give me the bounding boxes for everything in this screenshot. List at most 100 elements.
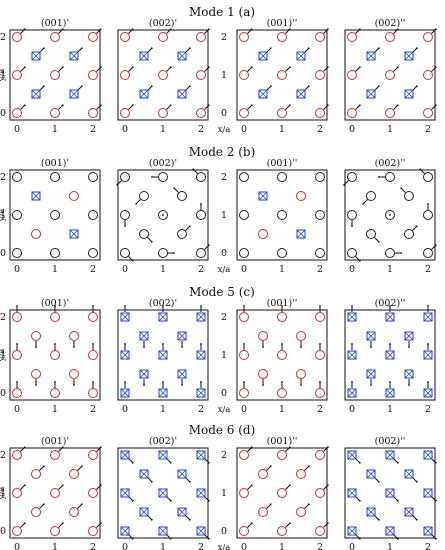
site-marker-red [50, 388, 60, 398]
x-tick-label: 1 [160, 542, 166, 550]
site-marker-red [50, 350, 60, 360]
site-marker-blue [196, 488, 206, 498]
site-marker-red [239, 350, 249, 360]
displacement-arrow [147, 237, 153, 243]
site-marker-red [423, 70, 433, 80]
arrow-head [288, 522, 291, 525]
arrow-head [281, 343, 283, 345]
x-tick-label: 0 [14, 404, 20, 415]
displacement-arrow [266, 465, 272, 471]
displacement-arrow [355, 66, 361, 72]
site-marker-blue [385, 526, 395, 536]
site-marker-black [12, 248, 22, 258]
arrow-head [351, 225, 353, 227]
arrow-head [92, 381, 94, 383]
site-marker-black [385, 210, 395, 220]
site-marker-blue [120, 526, 130, 536]
displacement-arrow [204, 28, 210, 34]
site-marker-blue [31, 89, 41, 99]
x-tick-label: 0 [241, 264, 247, 275]
displacement-arrow [20, 104, 26, 110]
displacement-arrow [247, 522, 253, 528]
displacement-arrow [362, 199, 368, 205]
site-marker-blue [347, 350, 357, 360]
displacement-arrow [323, 28, 329, 34]
displacement-arrow [204, 244, 210, 250]
arrow-head [351, 305, 353, 307]
mode-title: Mode 2 (b) [189, 145, 256, 159]
mode-title: Mode 5 (c) [189, 285, 255, 299]
site-marker-black [404, 191, 414, 201]
site-marker-cross [120, 488, 130, 498]
panel-label: (002)' [149, 436, 177, 447]
site-marker-red [315, 312, 325, 322]
displacement-arrow [343, 180, 349, 186]
site-marker-cross [385, 388, 395, 398]
arrow-head [434, 66, 437, 69]
displacement-arrow [20, 484, 26, 490]
site-marker-red [31, 331, 41, 341]
site-marker-red [423, 108, 433, 118]
site-marker-cross [404, 89, 414, 99]
site-marker-red [31, 369, 41, 379]
x-tick-label: 1 [387, 404, 393, 415]
arrow-head [326, 446, 329, 449]
x-tick-label: 2 [90, 404, 96, 415]
arrow-head [173, 187, 176, 190]
site-marker-red [296, 369, 306, 379]
panel-frame [117, 169, 209, 261]
site-marker-cross [158, 350, 168, 360]
site-marker-cross [347, 526, 357, 536]
arrow-head [188, 480, 191, 483]
site-marker-cross [139, 369, 149, 379]
arrow-head [207, 461, 210, 464]
arrow-head [54, 381, 56, 383]
arrow-head [307, 85, 310, 88]
arrow-head [151, 176, 153, 178]
site-marker-cross [196, 526, 206, 536]
arrow-head [42, 85, 45, 88]
site-marker-cross [366, 331, 376, 341]
site-marker-red [296, 191, 306, 201]
site-marker-blue [385, 488, 395, 498]
arrow-head [150, 47, 153, 50]
arrow-head [54, 305, 56, 307]
panel-2: (002)' 0 1 2 [116, 158, 210, 275]
displacement-arrow [96, 522, 102, 528]
arrow-head [54, 343, 56, 345]
site-marker-red [50, 32, 60, 42]
panel-frame [236, 29, 328, 121]
x-tick-label: 2 [425, 542, 431, 550]
x-tick-label: 0 [349, 124, 355, 135]
panel-frame [236, 169, 328, 261]
arrow-head [92, 343, 94, 345]
arrow-head [16, 381, 18, 383]
x-tick-label: 2 [317, 124, 323, 135]
site-marker-cross [296, 229, 306, 239]
site-marker-red [120, 70, 130, 80]
panel-2: (002)' 0 1 2 [117, 18, 210, 135]
x-tick-label: 0 [122, 264, 128, 275]
site-marker-cross [31, 191, 41, 201]
site-marker-red [69, 369, 79, 379]
arrow-head [319, 305, 321, 307]
arrow-head [250, 104, 253, 107]
mode-4-group: Mode 6 (d)(001)'0 1 2(002)'0 1 2(001)''0 1 2(0… [0, 423, 437, 550]
site-marker-black [158, 210, 168, 220]
site-marker-black [277, 172, 287, 182]
site-marker-red [296, 469, 306, 479]
arrow-head [42, 47, 45, 50]
y-tick-label: 2 [0, 32, 6, 43]
x-tick-label: 1 [279, 124, 285, 135]
site-marker-red [69, 469, 79, 479]
site-marker-cross [347, 388, 357, 398]
arrow-head [169, 66, 172, 69]
panel-3: (001)'' 0 1 2 [236, 298, 328, 415]
site-marker-red [239, 488, 249, 498]
site-marker-blue [404, 469, 414, 479]
arrow-head [135, 202, 138, 205]
site-marker-cross [158, 388, 168, 398]
displacement-arrow [266, 503, 272, 509]
panel-label: (001)' [41, 436, 69, 447]
site-marker-red [239, 450, 249, 460]
